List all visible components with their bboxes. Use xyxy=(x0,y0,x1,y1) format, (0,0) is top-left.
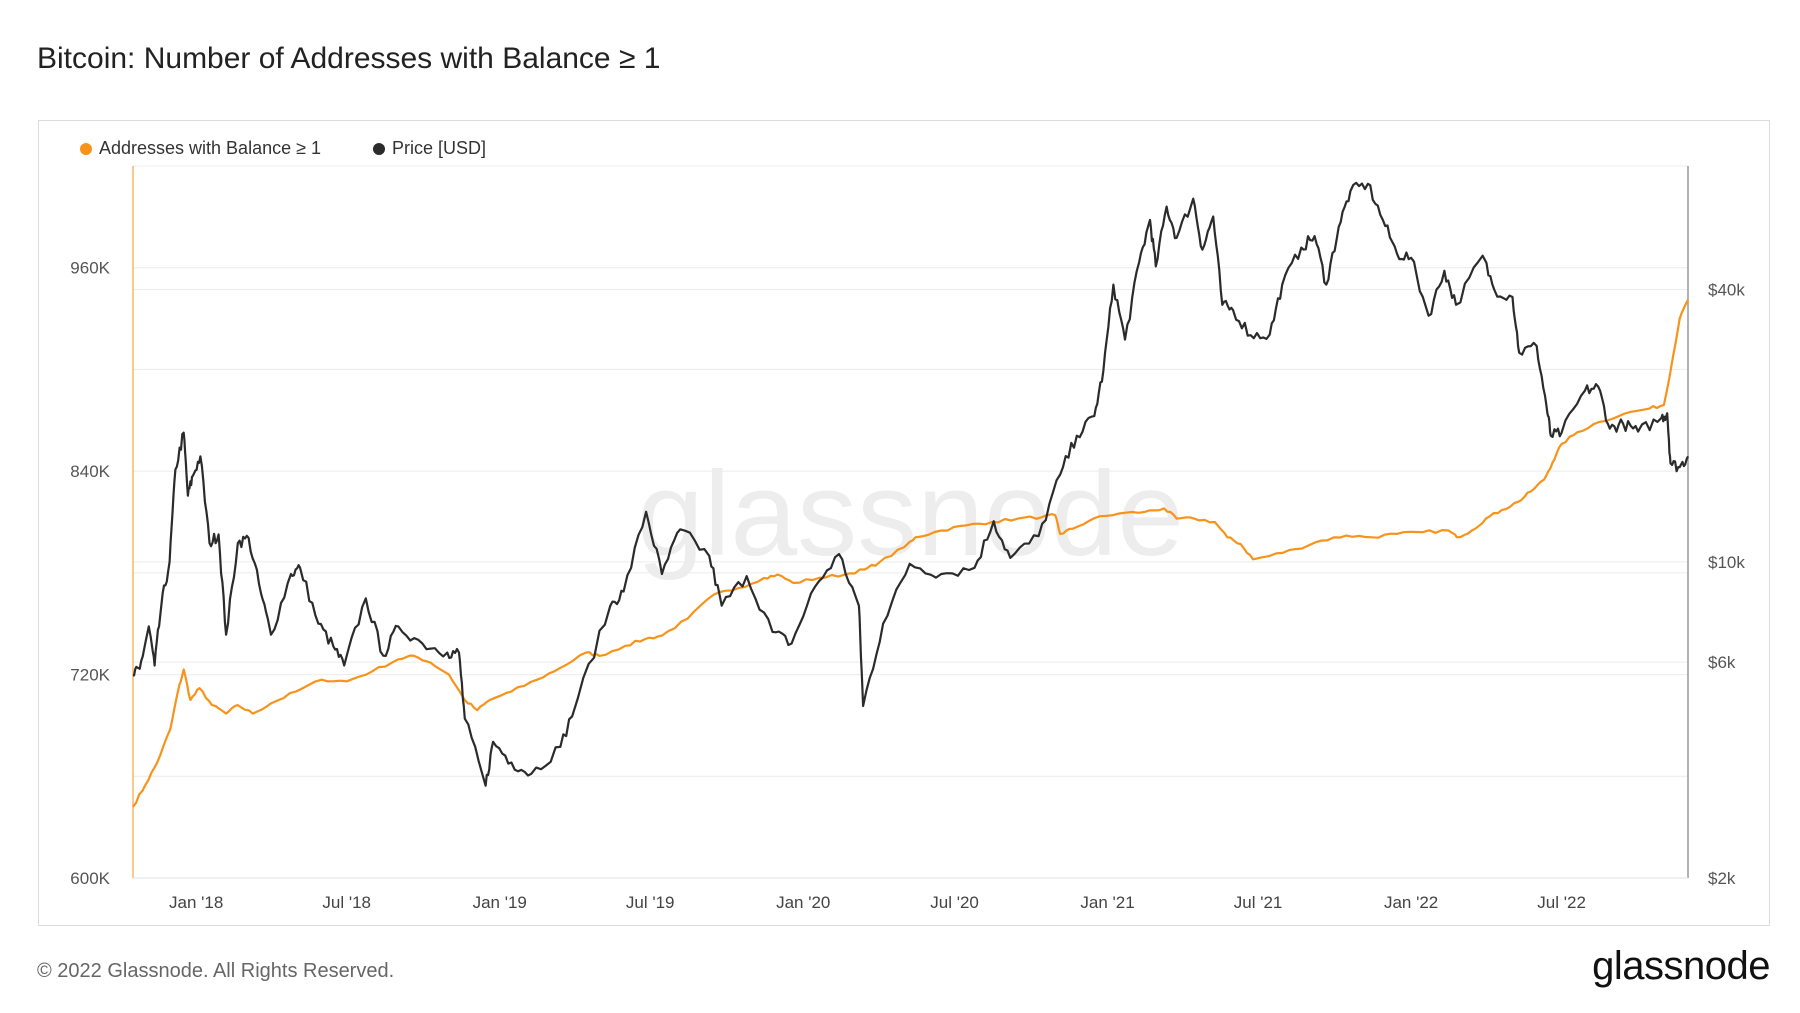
legend-dot-addresses xyxy=(80,142,92,155)
x-tick-label-3: Jul '19 xyxy=(626,893,675,912)
y-right-tick-label-0: $2k xyxy=(1708,869,1736,888)
legend-label-addresses: Addresses with Balance ≥ 1 xyxy=(99,138,321,158)
x-tick-label-9: Jul '22 xyxy=(1537,893,1586,912)
series-line-addresses xyxy=(132,299,1689,808)
legend-dot-price xyxy=(373,142,385,155)
y-right-tick-label-3: $40k xyxy=(1708,280,1745,299)
x-tick-label-5: Jul '20 xyxy=(930,893,979,912)
y-right-tick-label-2: $10k xyxy=(1708,553,1745,572)
y-right-tick-label-1: $6k xyxy=(1708,653,1736,672)
x-tick-label-2: Jan '19 xyxy=(473,893,527,912)
watermark-text: glassnode xyxy=(637,447,1184,581)
y-left-tick-label-1: 720K xyxy=(70,666,110,685)
page-title: Bitcoin: Number of Addresses with Balanc… xyxy=(37,42,661,75)
x-tick-label-8: Jan '22 xyxy=(1384,893,1438,912)
x-tick-label-0: Jan '18 xyxy=(169,893,223,912)
brand-logo[interactable]: glassnode xyxy=(1592,944,1770,988)
chart-frame xyxy=(38,120,1770,926)
y-left-tick-label-0: 600K xyxy=(70,869,110,888)
legend-item-addresses[interactable]: Addresses with Balance ≥ 1 xyxy=(80,138,321,159)
copyright-footer: © 2022 Glassnode. All Rights Reserved. xyxy=(37,960,395,982)
x-tick-label-7: Jul '21 xyxy=(1234,893,1283,912)
x-tick-label-1: Jul '18 xyxy=(322,893,371,912)
legend-item-price[interactable]: Price [USD] xyxy=(373,138,486,159)
y-left-tick-label-3: 960K xyxy=(70,259,110,278)
series-line-price xyxy=(132,181,1689,787)
x-tick-label-4: Jan '20 xyxy=(776,893,830,912)
y-left-tick-label-2: 840K xyxy=(70,462,110,481)
chart-legend: Addresses with Balance ≥ 1 Price [USD] xyxy=(80,138,538,159)
x-tick-label-6: Jan '21 xyxy=(1080,893,1134,912)
legend-label-price: Price [USD] xyxy=(392,138,487,158)
